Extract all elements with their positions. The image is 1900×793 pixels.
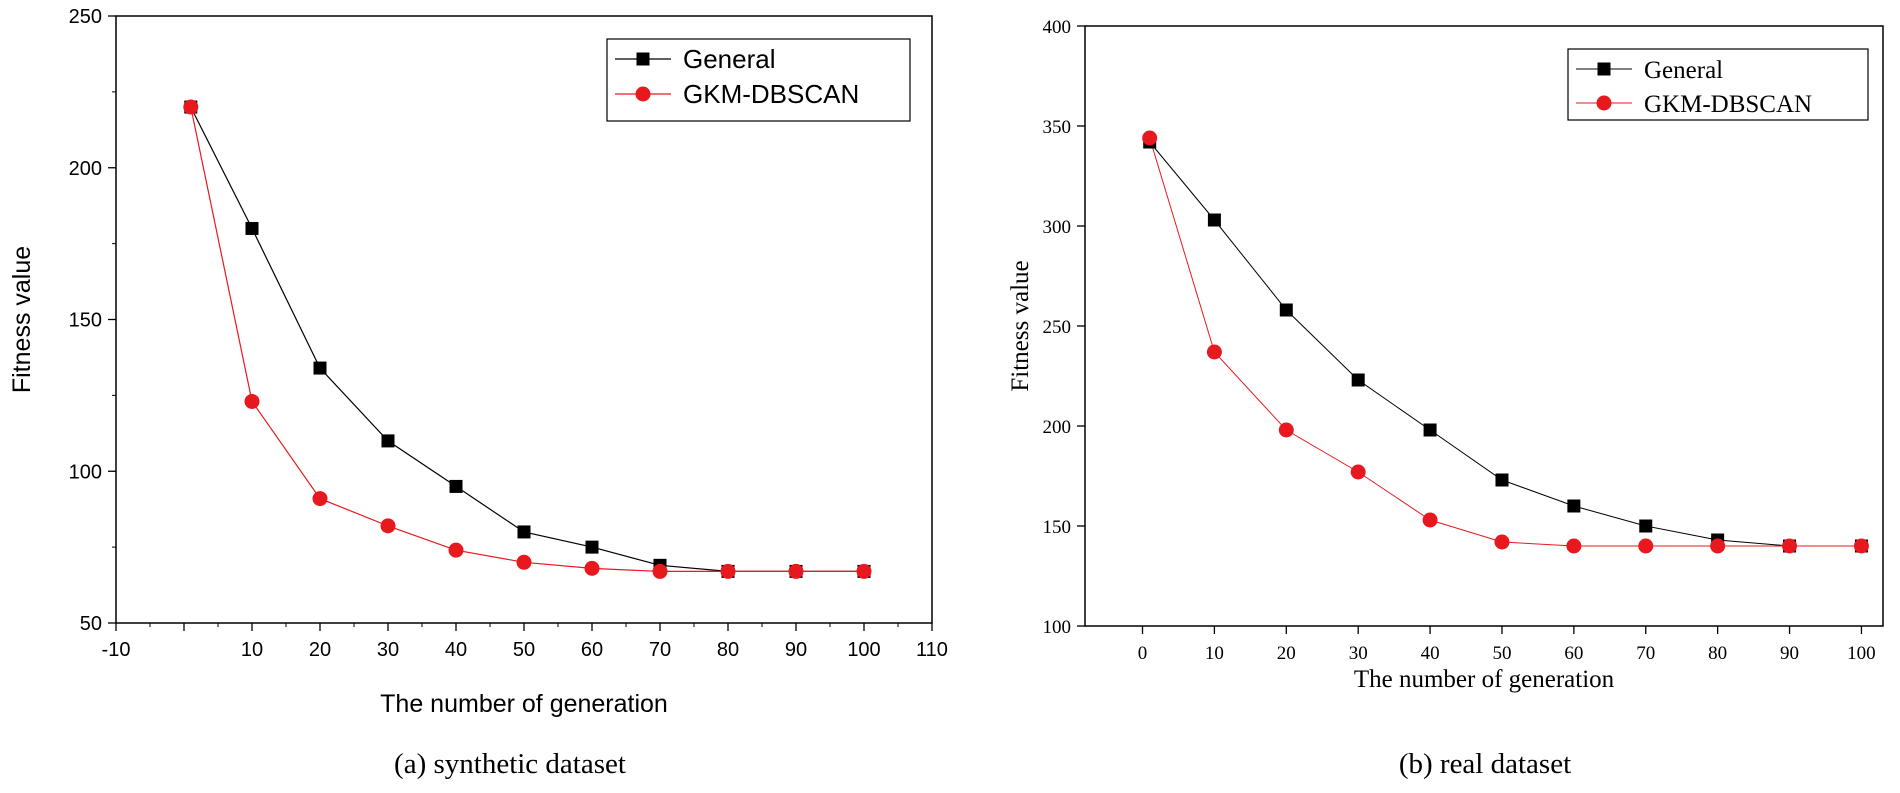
legend-marker-gkm-dbscan <box>635 86 651 102</box>
y-axis-label: Fitness value <box>1007 260 1034 391</box>
data-point-gkm-dbscan <box>1494 534 1510 550</box>
x-tick-label: 80 <box>717 639 739 661</box>
x-tick-label: 50 <box>513 639 535 661</box>
data-point-general <box>313 361 327 375</box>
data-point-gkm-dbscan <box>1278 422 1294 438</box>
data-point-gkm-dbscan <box>1710 538 1726 554</box>
data-point-general <box>585 540 599 554</box>
panel-caption: (a) synthetic dataset <box>394 748 626 780</box>
legend-label-general: General <box>1644 57 1723 84</box>
data-point-gkm-dbscan <box>1782 538 1798 554</box>
x-tick-label: 20 <box>1277 643 1296 664</box>
x-tick-label: 30 <box>377 639 399 661</box>
legend-box <box>606 38 911 122</box>
y-tick-label: 250 <box>69 6 102 28</box>
series-line-gkm-dbscan <box>190 106 864 573</box>
panel-caption: (b) real dataset <box>1399 748 1571 780</box>
x-tick-label: 90 <box>1780 643 1799 664</box>
y-tick-label: 200 <box>1043 417 1072 438</box>
x-axis-label: The number of generation <box>380 690 668 718</box>
data-point-gkm-dbscan <box>183 99 199 115</box>
data-point-gkm-dbscan <box>448 542 464 558</box>
x-tick-label: 10 <box>241 639 263 661</box>
data-point-general <box>1639 519 1653 533</box>
x-tick-label: 10 <box>1205 643 1224 664</box>
x-tick-label: 20 <box>309 639 331 661</box>
legend-marker-gkm-dbscan <box>1596 95 1612 111</box>
x-tick-label: 60 <box>1564 643 1583 664</box>
data-point-general <box>1279 303 1293 317</box>
data-point-gkm-dbscan <box>1142 130 1158 146</box>
legend-marker-general <box>1597 62 1611 76</box>
chart-panel-b: 0 10 20 30 40 50 60 70 80 90 100 100 150 200 250 300 350… <box>1007 17 1884 780</box>
data-point-gkm-dbscan <box>1853 538 1869 554</box>
series-line-general <box>190 106 864 573</box>
y-tick-label: 100 <box>69 461 102 483</box>
data-point-gkm-dbscan <box>516 554 532 570</box>
legend-box <box>1567 48 1869 121</box>
x-tick-label: 60 <box>581 639 603 661</box>
data-point-gkm-dbscan <box>856 563 872 579</box>
y-tick-label: 50 <box>80 613 102 635</box>
x-tick-label: 70 <box>1636 643 1655 664</box>
y-tick-label: 350 <box>1043 117 1072 138</box>
legend-label-general: General <box>683 44 776 74</box>
x-tick-label: 100 <box>847 639 880 661</box>
data-point-general <box>449 479 463 493</box>
data-point-gkm-dbscan <box>652 563 668 579</box>
x-tick-label: -10 <box>102 639 131 661</box>
x-tick-label: 40 <box>1421 643 1440 664</box>
data-point-gkm-dbscan <box>380 518 396 534</box>
data-point-gkm-dbscan <box>1638 538 1654 554</box>
y-tick-label: 400 <box>1043 17 1072 38</box>
x-tick-label: 110 <box>916 639 948 661</box>
data-point-gkm-dbscan <box>1422 512 1438 528</box>
data-point-general <box>517 525 531 539</box>
data-point-gkm-dbscan <box>244 393 260 409</box>
y-tick-label: 150 <box>1043 517 1072 538</box>
data-point-general <box>1207 213 1221 227</box>
x-tick-label: 50 <box>1492 643 1511 664</box>
x-tick-label: 40 <box>445 639 467 661</box>
chart-panel-a: -10 10 20 30 40 50 60 70 80 90 100 110 50 100 150 200 25… <box>8 6 948 780</box>
data-point-gkm-dbscan <box>1206 344 1222 360</box>
x-tick-label: 100 <box>1847 643 1876 664</box>
data-point-gkm-dbscan <box>720 563 736 579</box>
data-point-gkm-dbscan <box>1350 464 1366 480</box>
x-tick-label: 90 <box>785 639 807 661</box>
x-tick-label: 0 <box>1138 643 1148 664</box>
data-point-general <box>1567 499 1581 513</box>
legend-label-gkm-dbscan: GKM-DBSCAN <box>1644 91 1812 118</box>
data-point-general <box>1423 423 1437 437</box>
y-tick-label: 300 <box>1043 217 1072 238</box>
y-tick-label: 200 <box>69 158 102 180</box>
x-tick-label: 80 <box>1708 643 1727 664</box>
data-point-gkm-dbscan <box>312 491 328 507</box>
x-axis-label: The number of generation <box>1354 666 1615 693</box>
y-tick-label: 150 <box>69 310 102 332</box>
y-tick-label: 250 <box>1043 317 1072 338</box>
data-point-general <box>1495 473 1509 487</box>
data-point-gkm-dbscan <box>1566 538 1582 554</box>
legend-label-gkm-dbscan: GKM-DBSCAN <box>683 79 859 109</box>
x-tick-label: 30 <box>1349 643 1368 664</box>
x-tick-label: 70 <box>649 639 671 661</box>
y-axis-label: Fitness value <box>8 246 36 393</box>
legend-marker-general <box>636 52 650 66</box>
data-point-gkm-dbscan <box>788 563 804 579</box>
data-point-general <box>381 434 395 448</box>
data-point-general <box>245 221 259 235</box>
data-point-gkm-dbscan <box>584 560 600 576</box>
y-tick-label: 100 <box>1043 617 1072 638</box>
data-point-general <box>1351 373 1365 387</box>
